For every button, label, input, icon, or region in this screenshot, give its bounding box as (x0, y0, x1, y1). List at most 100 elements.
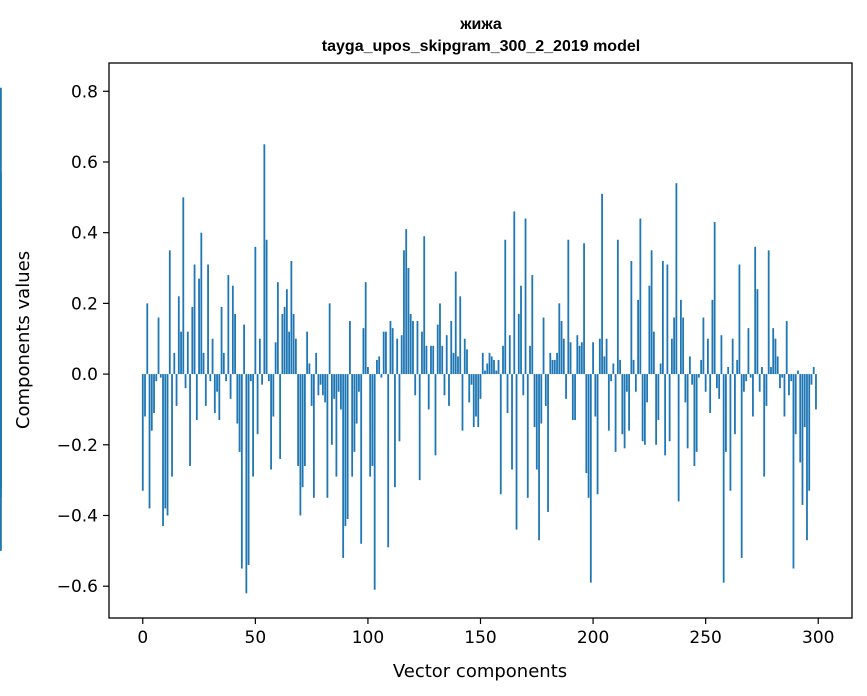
bar-94 (353, 374, 356, 452)
bar-245 (693, 374, 696, 466)
bar-228 (655, 374, 658, 445)
bar-277 (765, 374, 768, 406)
bar-57 (270, 374, 273, 470)
bar-152 (484, 370, 486, 375)
bar-66 (290, 260, 293, 375)
bar-47 (247, 374, 250, 565)
bar-275 (761, 367, 763, 375)
bar-187 (562, 338, 565, 375)
bar-229 (657, 374, 660, 421)
bar-112 (394, 374, 396, 488)
bar-263 (734, 374, 736, 435)
bar-201 (594, 374, 597, 417)
bar-58 (272, 374, 275, 417)
bar-133 (441, 345, 444, 375)
bar-42 (236, 374, 239, 424)
bar-24 (195, 374, 198, 421)
bar-183 (553, 359, 556, 375)
bar-259 (725, 374, 727, 452)
bar-55 (265, 239, 268, 375)
bar-189 (567, 239, 570, 375)
bar-296 (808, 374, 811, 491)
bar-264 (736, 359, 739, 375)
chart-title: жижа (459, 16, 502, 33)
bar-283 (779, 374, 781, 389)
bar-73 (306, 331, 309, 375)
bar-1 (144, 374, 146, 417)
bar-78 (317, 374, 320, 396)
bar-168 (520, 285, 522, 375)
bar-15 (175, 374, 178, 406)
bar-2 (146, 303, 149, 375)
bar-undefined (0, 374, 2, 410)
bar-292 (799, 374, 802, 463)
bar-150 (479, 374, 482, 399)
bar-270 (749, 374, 752, 378)
bar-82 (326, 374, 329, 498)
bar-106 (380, 374, 383, 378)
bar-200 (592, 342, 594, 375)
bar-77 (315, 352, 318, 375)
bar-207 (607, 374, 610, 431)
bar-237 (675, 183, 678, 375)
bar-171 (526, 374, 529, 498)
bar-160 (502, 345, 504, 375)
bar-295 (806, 374, 808, 541)
bar-247 (697, 374, 700, 378)
bar-158 (497, 359, 500, 375)
bar-145 (468, 374, 471, 403)
x-tick-label: 150 (464, 628, 496, 648)
bar-227 (652, 331, 655, 375)
bar-52 (258, 338, 261, 375)
bar-32 (213, 374, 216, 413)
x-tick-label: 250 (689, 628, 721, 648)
bar-86 (335, 374, 338, 477)
bar-18 (182, 197, 185, 375)
x-tick-label: 300 (802, 628, 834, 648)
bar-190 (569, 342, 572, 375)
bar-103 (373, 374, 376, 590)
bar-111 (391, 328, 394, 375)
bar-298 (812, 367, 815, 375)
bar-48 (249, 374, 252, 382)
bar-204 (601, 193, 603, 375)
bar-60 (276, 282, 279, 375)
bar-5 (153, 374, 155, 413)
bar-198 (587, 374, 590, 498)
bar-294 (803, 374, 806, 428)
bar-221 (639, 218, 642, 375)
bar-134 (443, 374, 446, 396)
bar-282 (776, 356, 779, 375)
bar-291 (797, 370, 799, 375)
bars-group (0, 87, 817, 594)
bar-192 (574, 374, 576, 421)
x-tick-label: 200 (577, 628, 609, 648)
bar-105 (378, 356, 381, 375)
y-axis-ticks: −0.6 −0.4 −0.2 0.0 0.2 0.4 0.6 0.8 (57, 82, 109, 597)
bar-27 (202, 352, 205, 375)
bar-19 (184, 374, 187, 389)
bar-250 (704, 374, 707, 392)
bar-231 (661, 260, 664, 375)
bar-108 (385, 331, 387, 375)
bar-274 (758, 374, 761, 392)
bar-170 (524, 218, 527, 375)
bar-61 (279, 374, 282, 459)
bar-212 (619, 359, 621, 375)
bar-186 (560, 321, 563, 375)
bar-121 (414, 374, 417, 396)
bar-162 (506, 374, 509, 413)
x-axis-ticks: 0 50 100 150 200 250 300 (137, 618, 834, 648)
bar-260 (727, 367, 730, 375)
bar-88 (340, 374, 342, 410)
bar-46 (245, 374, 248, 594)
bar-164 (511, 374, 513, 470)
bar-209 (612, 363, 615, 375)
bar-281 (774, 338, 777, 375)
x-axis-label: Vector components (393, 661, 567, 682)
bar-113 (396, 338, 399, 375)
bar-213 (621, 374, 624, 435)
bar-39 (229, 374, 232, 399)
bar-191 (571, 374, 574, 421)
bar-197 (585, 374, 588, 474)
